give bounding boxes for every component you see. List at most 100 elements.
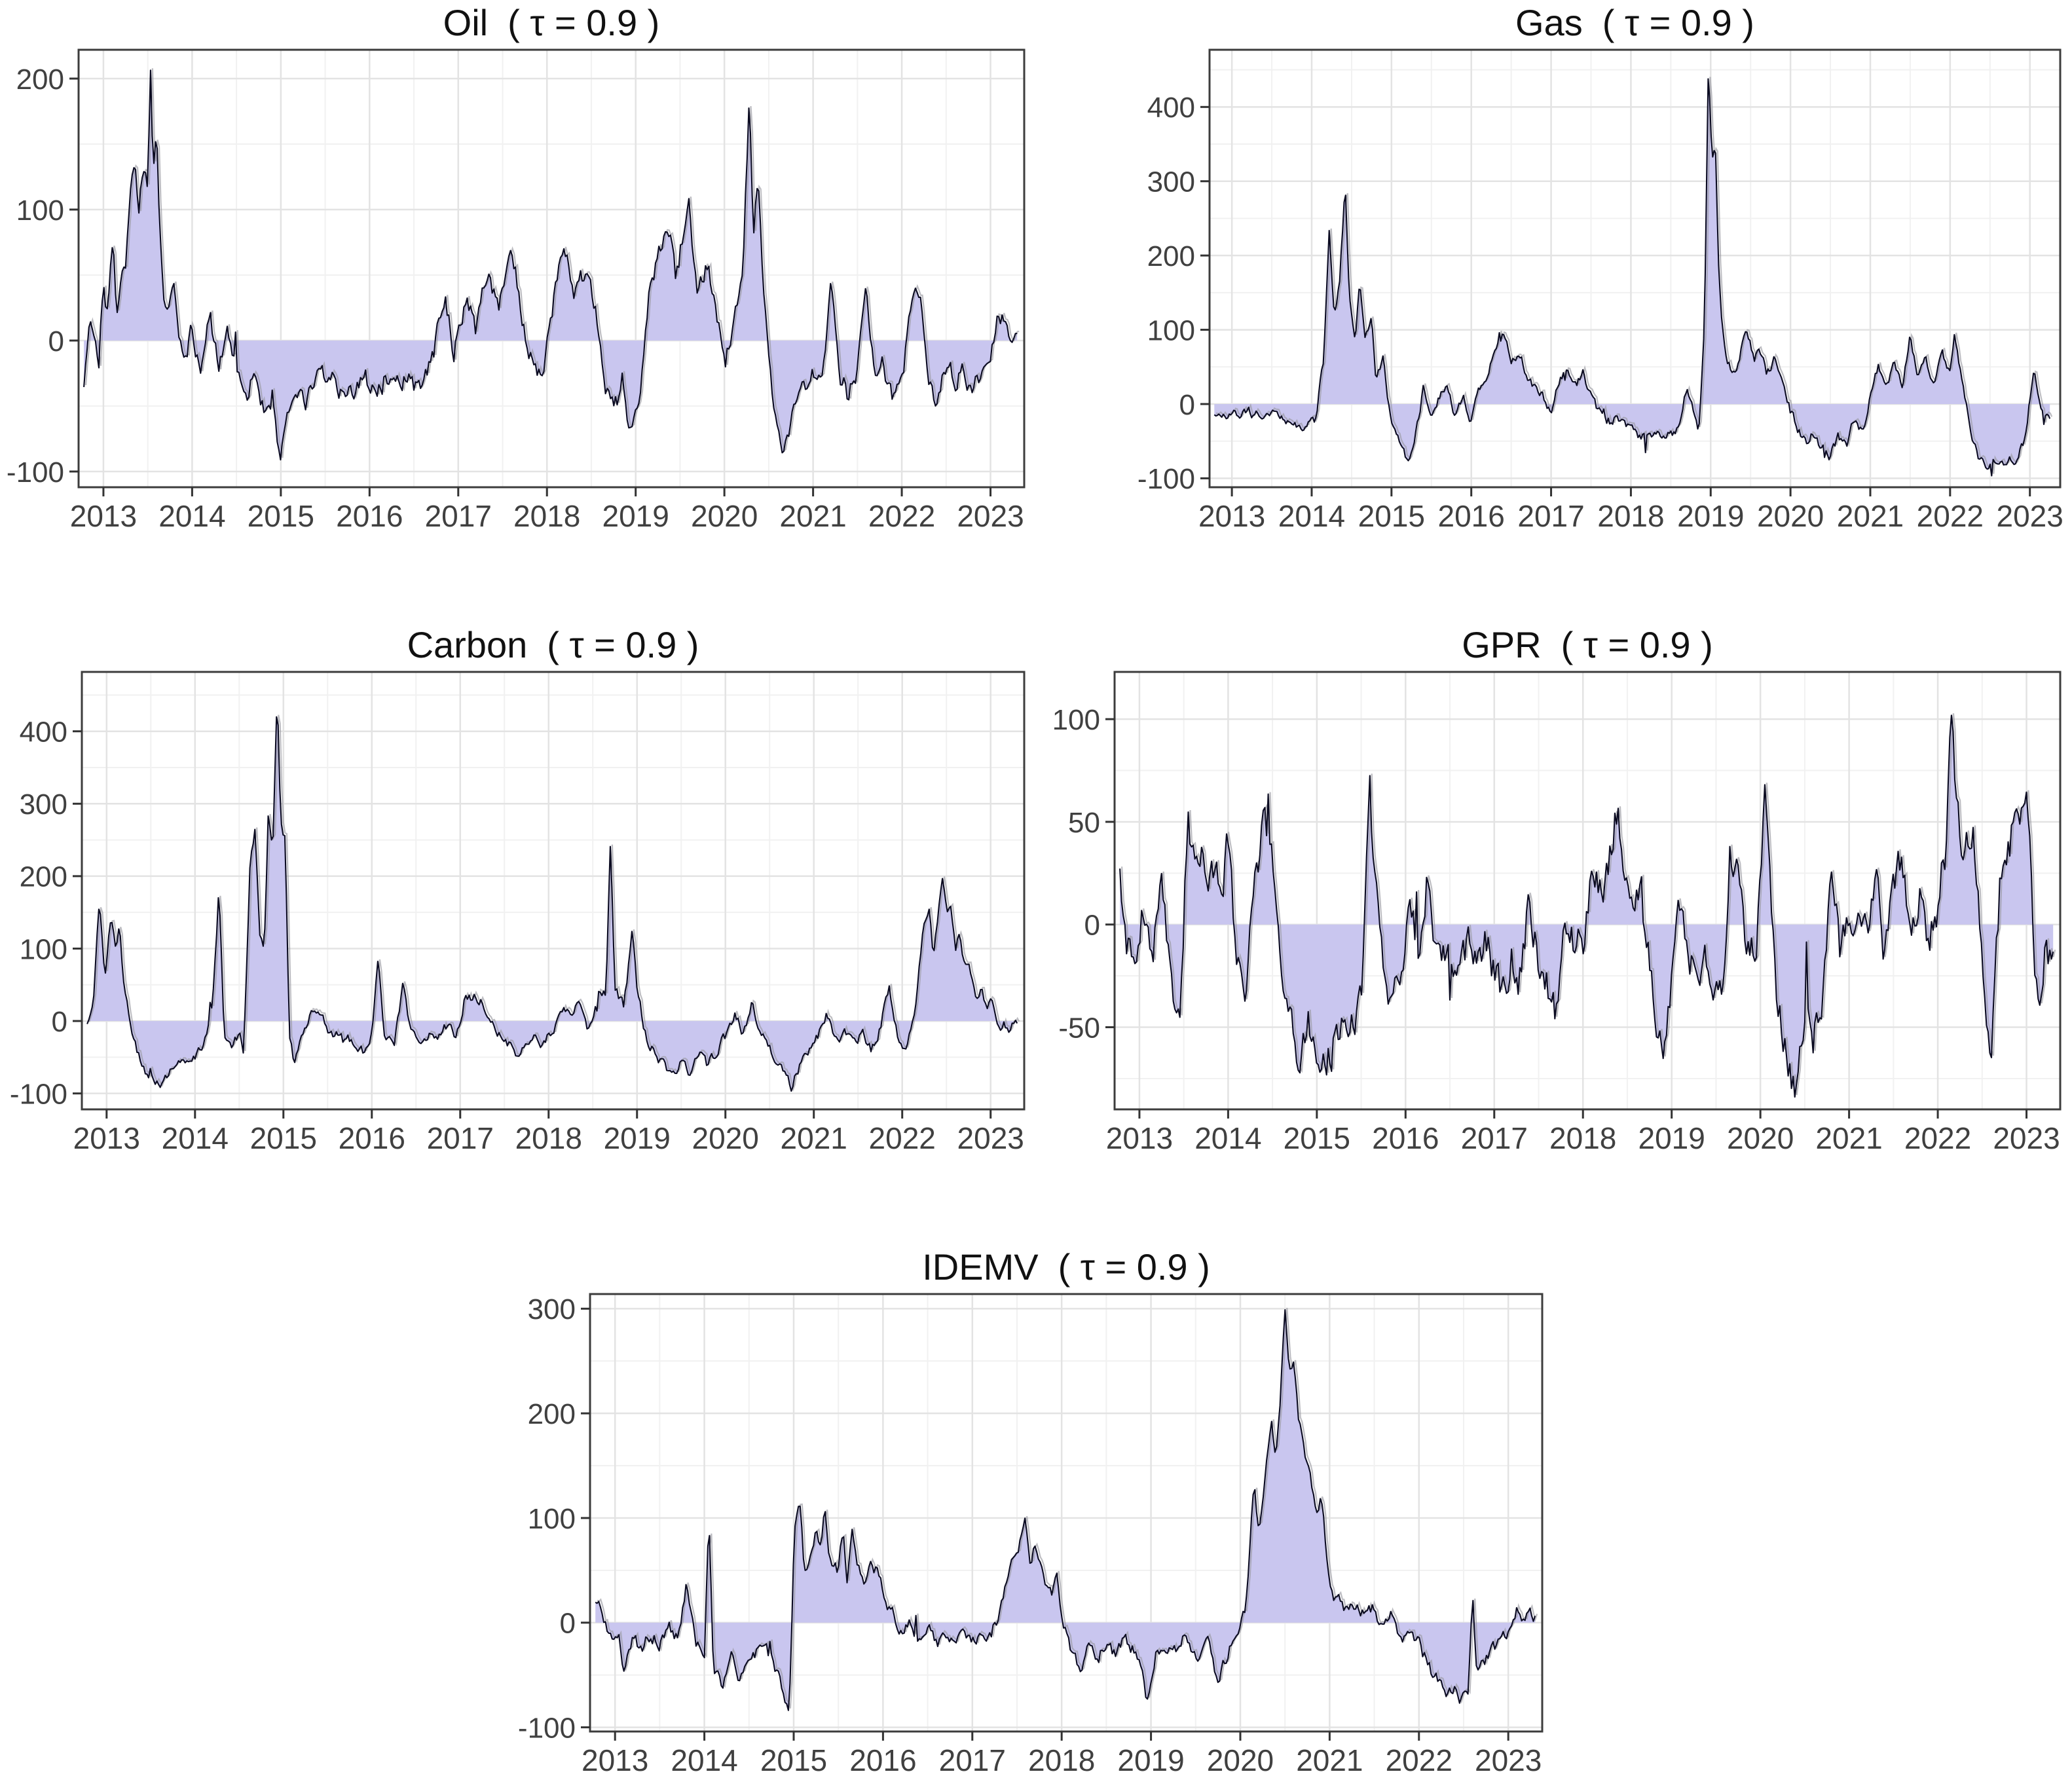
x-tick-label: 2016 xyxy=(849,1743,916,1775)
y-tick-label: -100 xyxy=(1138,463,1195,495)
x-tick-label: 2015 xyxy=(248,499,314,530)
gpr-chart-title: GPR ( τ = 0.9 ) xyxy=(1115,622,2060,668)
chart-title-tau: ( τ = 0.9 ) xyxy=(1058,1246,1210,1287)
gpr-chart: GPR( τ = 0.9 ) 2013 2014 2015 2016 2017 2018 2… xyxy=(1036,622,2072,1153)
x-tick-label: 2015 xyxy=(760,1743,827,1775)
y-tick-label: 100 xyxy=(1052,704,1100,736)
y-tick-label: 300 xyxy=(20,788,67,821)
gpr-plot-svg: 2013 2014 2015 2016 2017 2018 2019 2020 2021 2022… xyxy=(1052,671,2062,1153)
y-tick-label: 0 xyxy=(1179,389,1195,421)
x-tick-label: 2016 xyxy=(1372,1121,1439,1153)
panel-border xyxy=(1113,671,2062,1111)
gas-chart: Gas( τ = 0.9 ) 2013 2014 2015 2016 2017 2018 2… xyxy=(1036,0,2072,530)
y-tick-label: 300 xyxy=(1147,166,1195,198)
panel-border xyxy=(1208,48,2062,489)
y-tick-label: -100 xyxy=(518,1712,576,1744)
panel-border xyxy=(77,48,1026,489)
y-tick-label: 300 xyxy=(528,1293,576,1325)
y-tick-label: 200 xyxy=(20,861,67,893)
x-tick-label: 2019 xyxy=(604,1121,671,1153)
x-tick-label: 2013 xyxy=(70,499,137,530)
panel-border xyxy=(81,671,1026,1111)
x-tick-label: 2022 xyxy=(868,499,935,530)
x-tick-label: 2018 xyxy=(1028,1743,1095,1775)
x-tick-label: 2017 xyxy=(427,1121,494,1153)
chart-title-series: Carbon xyxy=(407,624,528,665)
oil-plot-svg: 2013 2014 2015 2016 2017 2018 2019 2020 2021 2022… xyxy=(7,48,1026,530)
y-tick-label: 0 xyxy=(560,1608,576,1640)
chart-title-tau: ( τ = 0.9 ) xyxy=(1561,624,1713,665)
y-tick-label: 100 xyxy=(16,194,64,227)
x-tick-label: 2023 xyxy=(957,1121,1024,1153)
x-tick-label: 2019 xyxy=(602,499,669,530)
y-tick-label: 0 xyxy=(1084,910,1100,942)
oil-chart-title: Oil ( τ = 0.9 ) xyxy=(79,0,1024,46)
area-fill xyxy=(1120,715,2054,1098)
x-tick-label: 2017 xyxy=(1517,499,1584,530)
x-tick-label: 2021 xyxy=(1837,499,1904,530)
x-tick-label: 2023 xyxy=(1993,1121,2060,1153)
x-tick-label: 2019 xyxy=(1117,1743,1184,1775)
x-tick-label: 2018 xyxy=(513,499,580,530)
x-tick-label: 2014 xyxy=(158,499,225,530)
x-tick-label: 2021 xyxy=(1815,1121,1882,1153)
chart-title-series: GPR xyxy=(1462,624,1542,665)
x-tick-label: 2021 xyxy=(781,1121,847,1153)
carbon-chart-title: Carbon ( τ = 0.9 ) xyxy=(82,622,1024,668)
x-tick-label: 2019 xyxy=(1677,499,1744,530)
x-tick-label: 2016 xyxy=(1438,499,1505,530)
x-tick-label: 2022 xyxy=(1904,1121,1971,1153)
series-echo-line xyxy=(85,68,1020,458)
chart-title-series: Gas xyxy=(1515,2,1583,43)
carbon-plot-svg: 2013 2014 2015 2016 2017 2018 2019 2020 2021 2022… xyxy=(10,671,1026,1153)
x-tick-label: 2020 xyxy=(1207,1743,1274,1775)
chart-title-series: Oil xyxy=(443,2,489,43)
x-tick-label: 2018 xyxy=(1597,499,1664,530)
x-tick-label: 2020 xyxy=(692,1121,759,1153)
x-tick-label: 2022 xyxy=(869,1121,936,1153)
y-tick-label: 50 xyxy=(1068,807,1100,839)
x-tick-label: 2018 xyxy=(515,1121,582,1153)
x-tick-label: 2017 xyxy=(425,499,492,530)
x-tick-label: 2014 xyxy=(1194,1121,1261,1153)
y-tick-label: 200 xyxy=(16,64,64,96)
y-tick-label: 200 xyxy=(1147,240,1195,272)
x-tick-label: 2013 xyxy=(73,1121,140,1153)
x-tick-label: 2016 xyxy=(336,499,403,530)
area-fill xyxy=(84,70,1018,460)
x-tick-label: 2013 xyxy=(1106,1121,1173,1153)
x-tick-label: 2014 xyxy=(162,1121,229,1153)
charts-row-1: Oil( τ = 0.9 ) 2013 2014 2015 2016 2017 2018 2… xyxy=(0,0,2072,530)
x-tick-label: 2019 xyxy=(1638,1121,1705,1153)
series-group xyxy=(1119,713,2056,1098)
idemv-plot-svg: 2013 2014 2015 2016 2017 2018 2019 2020 2021 2022… xyxy=(518,1293,1544,1775)
x-tick-label: 2020 xyxy=(691,499,758,530)
charts-row-3: IDEMV( τ = 0.9 ) 2013 2014 2015 2016 2017 201… xyxy=(0,1244,2072,1775)
oil-chart: Oil( τ = 0.9 ) 2013 2014 2015 2016 2017 2018 2… xyxy=(0,0,1036,530)
series-group xyxy=(595,1308,1538,1711)
chart-title-tau: ( τ = 0.9 ) xyxy=(1602,2,1754,43)
x-tick-label: 2023 xyxy=(957,499,1024,530)
series-group xyxy=(83,68,1020,461)
x-tick-label: 2013 xyxy=(582,1743,648,1775)
gas-plot-svg: 2013 2014 2015 2016 2017 2018 2019 2020 2021 2022… xyxy=(1138,48,2063,530)
series-line xyxy=(595,1309,1536,1711)
series-line xyxy=(86,716,1018,1092)
x-tick-label: 2023 xyxy=(1475,1743,1542,1775)
series-group xyxy=(1213,77,2053,477)
x-tick-label: 2023 xyxy=(1997,499,2063,530)
x-tick-label: 2015 xyxy=(1284,1121,1350,1153)
x-tick-label: 2018 xyxy=(1549,1121,1616,1153)
gas-chart-title: Gas ( τ = 0.9 ) xyxy=(1210,0,2060,46)
y-tick-label: 400 xyxy=(1147,92,1195,124)
y-tick-label: 0 xyxy=(48,325,64,358)
series-group xyxy=(86,714,1020,1092)
y-tick-label: -100 xyxy=(10,1079,67,1111)
x-tick-label: 2020 xyxy=(1727,1121,1794,1153)
y-tick-label: 100 xyxy=(20,933,67,965)
x-tick-label: 2013 xyxy=(1198,499,1265,530)
x-tick-label: 2014 xyxy=(671,1743,737,1775)
panel-border xyxy=(589,1293,1544,1733)
x-tick-label: 2021 xyxy=(779,499,846,530)
charts-row-2: Carbon( τ = 0.9 ) 2013 2014 2015 2016 2017 20… xyxy=(0,622,2072,1153)
